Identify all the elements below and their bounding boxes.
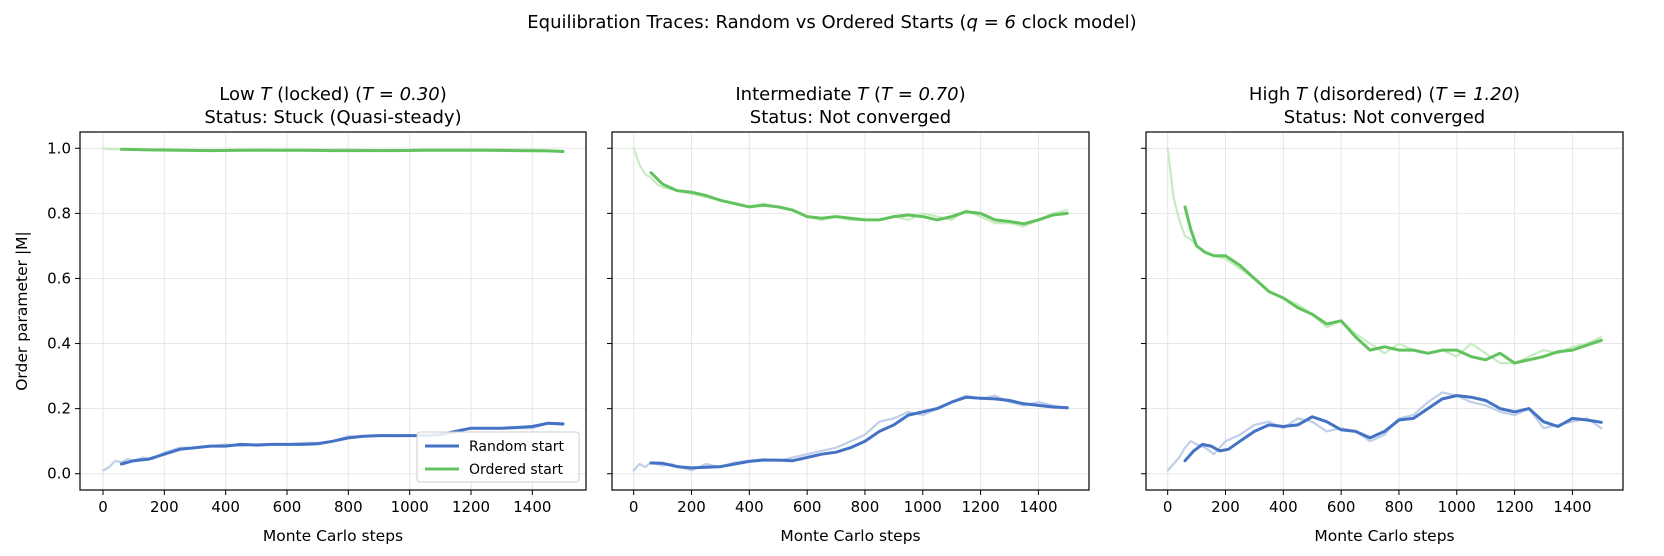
x-tick-label: 1400 — [1553, 498, 1591, 516]
y-tick-label: 1.0 — [47, 139, 71, 157]
series-line-random — [649, 395, 1069, 470]
panel-title: High T (disordered) (T = 1.20) — [1249, 84, 1520, 105]
y-tick-label: 0.0 — [47, 465, 71, 483]
x-tick-label: 1200 — [961, 498, 999, 516]
panel-title-math: T = 1.20 — [1435, 84, 1513, 105]
series-line-random — [1183, 394, 1603, 463]
legend-label-random: Random start — [469, 439, 565, 455]
x-tick-label: 1400 — [513, 498, 551, 516]
panel-title-math: T = 0.70 — [881, 84, 959, 105]
panel-title: Intermediate T (T = 0.70) — [735, 84, 965, 105]
panel-title-part: (locked) ( — [271, 84, 362, 105]
x-tick-label: 800 — [1385, 498, 1414, 516]
x-tick-label: 1200 — [452, 498, 490, 516]
x-axis-label: Monte Carlo steps — [263, 527, 403, 545]
panel-title-math: T = 0.30 — [362, 84, 440, 105]
y-tick-label: 0.6 — [47, 269, 71, 287]
x-tick-label: 0 — [1163, 498, 1173, 516]
chart-panels: 0 200 400 600 800 1000 1200 1400 0.0 0.2 0.4 0.6 0.8… — [13, 84, 1624, 545]
x-tick-label: 1000 — [1438, 498, 1476, 516]
x-tick-label: 400 — [735, 498, 764, 516]
figure-title-math: q = 6 — [967, 12, 1016, 33]
panel-status: Status: Not converged — [1284, 107, 1485, 128]
panel-title-part: High — [1249, 84, 1296, 105]
x-tick-label: 1000 — [904, 498, 942, 516]
x-tick-label: 1400 — [1019, 498, 1057, 516]
chart-panel-1: 0 200 400 600 800 1000 1200 1400 0.0 0.2 0.4 0.6 0.8… — [13, 84, 587, 545]
series-line-ordered — [119, 147, 565, 153]
series-line-ordered-raw — [1166, 147, 1603, 365]
panel-title-symbol: T — [857, 84, 870, 105]
series-line-ordered — [649, 171, 1069, 226]
panel-title-symbol: T — [1296, 84, 1309, 105]
x-tick-label: 800 — [334, 498, 363, 516]
panel-title-part: Low — [219, 84, 260, 105]
x-tick-label: 200 — [1211, 498, 1240, 516]
x-tick-label: 600 — [273, 498, 302, 516]
legend-label-ordered: Ordered start — [469, 462, 564, 478]
x-axis-label: Monte Carlo steps — [1314, 527, 1454, 545]
x-tick-label: 1200 — [1495, 498, 1533, 516]
y-tick-label: 0.2 — [47, 400, 71, 418]
x-axis-label: Monte Carlo steps — [780, 527, 920, 545]
series-line-random-raw — [632, 394, 1069, 472]
panel-title-symbol: T — [260, 84, 273, 105]
x-tick-label: 200 — [150, 498, 179, 516]
series-line-ordered — [1183, 205, 1603, 365]
plot-frame — [1145, 131, 1624, 491]
panel-status: Status: Not converged — [750, 107, 951, 128]
figure-title-before: Equilibration Traces: Random vs Ordered … — [527, 12, 966, 33]
plot-frame — [79, 131, 587, 491]
x-tick-label: 600 — [793, 498, 822, 516]
panel-status: Status: Stuck (Quasi-steady) — [204, 107, 461, 128]
panel-title-part: ) — [1513, 84, 1520, 105]
x-tick-label: 200 — [677, 498, 706, 516]
panel-title-part: Intermediate — [735, 84, 857, 105]
panel-title-part: ( — [868, 84, 881, 105]
figure-title: Equilibration Traces: Random vs Ordered … — [527, 12, 1136, 33]
y-tick-label: 0.4 — [47, 335, 71, 353]
legend: Random start Ordered start — [416, 431, 580, 483]
plot-frame — [611, 131, 1090, 491]
panel-title-part: (disordered) ( — [1307, 84, 1435, 105]
chart-panel-2: 0 200 400 600 800 1000 1200 1400 Intermediate T … — [607, 84, 1090, 545]
x-tick-label: 0 — [629, 498, 639, 516]
x-tick-label: 400 — [1269, 498, 1298, 516]
panel-title-part: ) — [440, 84, 447, 105]
chart-panel-3: 0 200 400 600 800 1000 1200 1400 High T (disorde… — [1141, 84, 1624, 545]
x-tick-label: 1000 — [391, 498, 429, 516]
y-tick-label: 0.8 — [47, 204, 71, 222]
panel-title: Low T (locked) (T = 0.30) — [219, 84, 447, 105]
y-axis-label: Order parameter |M| — [13, 231, 31, 391]
series-line-random — [119, 421, 565, 466]
x-tick-label: 0 — [98, 498, 108, 516]
x-tick-label: 800 — [851, 498, 880, 516]
x-tick-label: 400 — [211, 498, 240, 516]
series-line-ordered-raw — [632, 147, 1069, 228]
panel-title-part: ) — [959, 84, 966, 105]
x-tick-label: 600 — [1327, 498, 1356, 516]
figure-title-after: clock model) — [1016, 12, 1137, 33]
